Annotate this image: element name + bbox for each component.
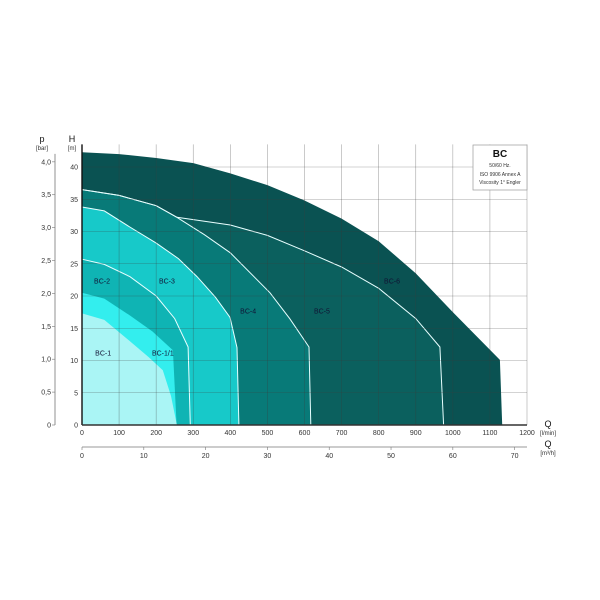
x-axis-unit: [l/min] (540, 431, 556, 437)
x-tick-label: 100 (113, 430, 125, 437)
curve-labels: BC-6 BC-5 BC-4 BC-3 BC-2 BC-1/1 BC-1 (94, 279, 400, 358)
x2-axis-unit: [m³/h] (540, 451, 556, 457)
area-bc-1 (82, 313, 177, 425)
curve-label: BC-3 (159, 279, 175, 286)
x-tick-label: 400 (224, 430, 236, 437)
x-axis-label: Q (544, 419, 551, 429)
curve-areas (81, 152, 503, 426)
x2-tick-label: 40 (325, 453, 333, 460)
y-tick-label: 15 (70, 326, 78, 333)
x2-axis-label: Q (544, 439, 551, 449)
y-tick-label: 20 (70, 294, 78, 301)
x2-tick-label: 70 (511, 453, 519, 460)
info-line-2: ISO 9906 Annex A (480, 172, 522, 178)
y-tick-label: 10 (70, 358, 78, 365)
curve-label: BC-2 (94, 279, 110, 286)
boundary-line-bc-4 (81, 189, 312, 426)
x-tick-label: 1100 (482, 430, 497, 437)
x2-tick-label: 30 (264, 453, 272, 460)
y2-tick-label: 4,0 (41, 159, 51, 166)
y-tick-label: 25 (70, 261, 78, 268)
x-tick-label: 200 (150, 430, 162, 437)
axes: 0 100 200 300 400 500 600 700 800 900 1000 1100 1200… (41, 144, 535, 460)
info-box: BC 50/60 Hz. ISO 9906 Annex A Viscosity … (472, 144, 528, 191)
x-tick-label: 300 (187, 430, 199, 437)
x-tick-label: 900 (410, 430, 422, 437)
x-tick-label: 600 (299, 430, 311, 437)
y2-axis-unit: [bar] (36, 146, 48, 152)
curve-label: BC-5 (314, 308, 330, 315)
y2-tick-label: 2,0 (41, 291, 51, 298)
y2-tick-label: 3,5 (41, 192, 51, 199)
boundary-line-bc-3 (81, 206, 240, 426)
y-tick-label: 35 (70, 197, 78, 204)
x-tick-label: 1200 (519, 430, 535, 437)
info-title: BC (493, 149, 507, 160)
y2-tick-label: 3,0 (41, 225, 51, 232)
y2-tick-label: 0 (47, 423, 51, 430)
x-tick-label: 500 (262, 430, 274, 437)
y2-tick-label: 0,5 (41, 390, 51, 397)
y-tick-label: 40 (70, 165, 78, 172)
y-tick-label: 30 (70, 229, 78, 236)
info-line-1: 50/60 Hz. (489, 163, 510, 169)
y-axis-unit: [m] (68, 146, 77, 152)
y-tick-label: 5 (74, 390, 78, 397)
boundary-line-bc-2 (81, 258, 191, 426)
y2-tick-label: 1,5 (41, 324, 51, 331)
x2-tick-label: 0 (80, 453, 84, 460)
curve-label: BC-1/1 (152, 350, 174, 357)
y-tick-label: 0 (74, 423, 78, 430)
x2-tick-label: 60 (449, 453, 457, 460)
curve-label: BC-6 (384, 279, 400, 286)
x2-tick-label: 50 (387, 453, 395, 460)
x2-tick-label: 10 (140, 453, 148, 460)
curve-label: BC-4 (240, 308, 256, 315)
y2-tick-label: 2,5 (41, 258, 51, 265)
x2-tick-label: 20 (202, 453, 210, 460)
y-axis-label: H (69, 134, 76, 144)
x-tick-label: 800 (373, 430, 385, 437)
y2-axis-label: p (39, 134, 44, 144)
x-tick-label: 0 (80, 430, 84, 437)
info-line-3: Viscosity 1° Engler (479, 180, 521, 186)
curve-label: BC-1 (95, 350, 111, 357)
y2-tick-label: 1,0 (41, 357, 51, 364)
x-tick-label: 700 (336, 430, 348, 437)
x-tick-label: 1000 (445, 430, 461, 437)
